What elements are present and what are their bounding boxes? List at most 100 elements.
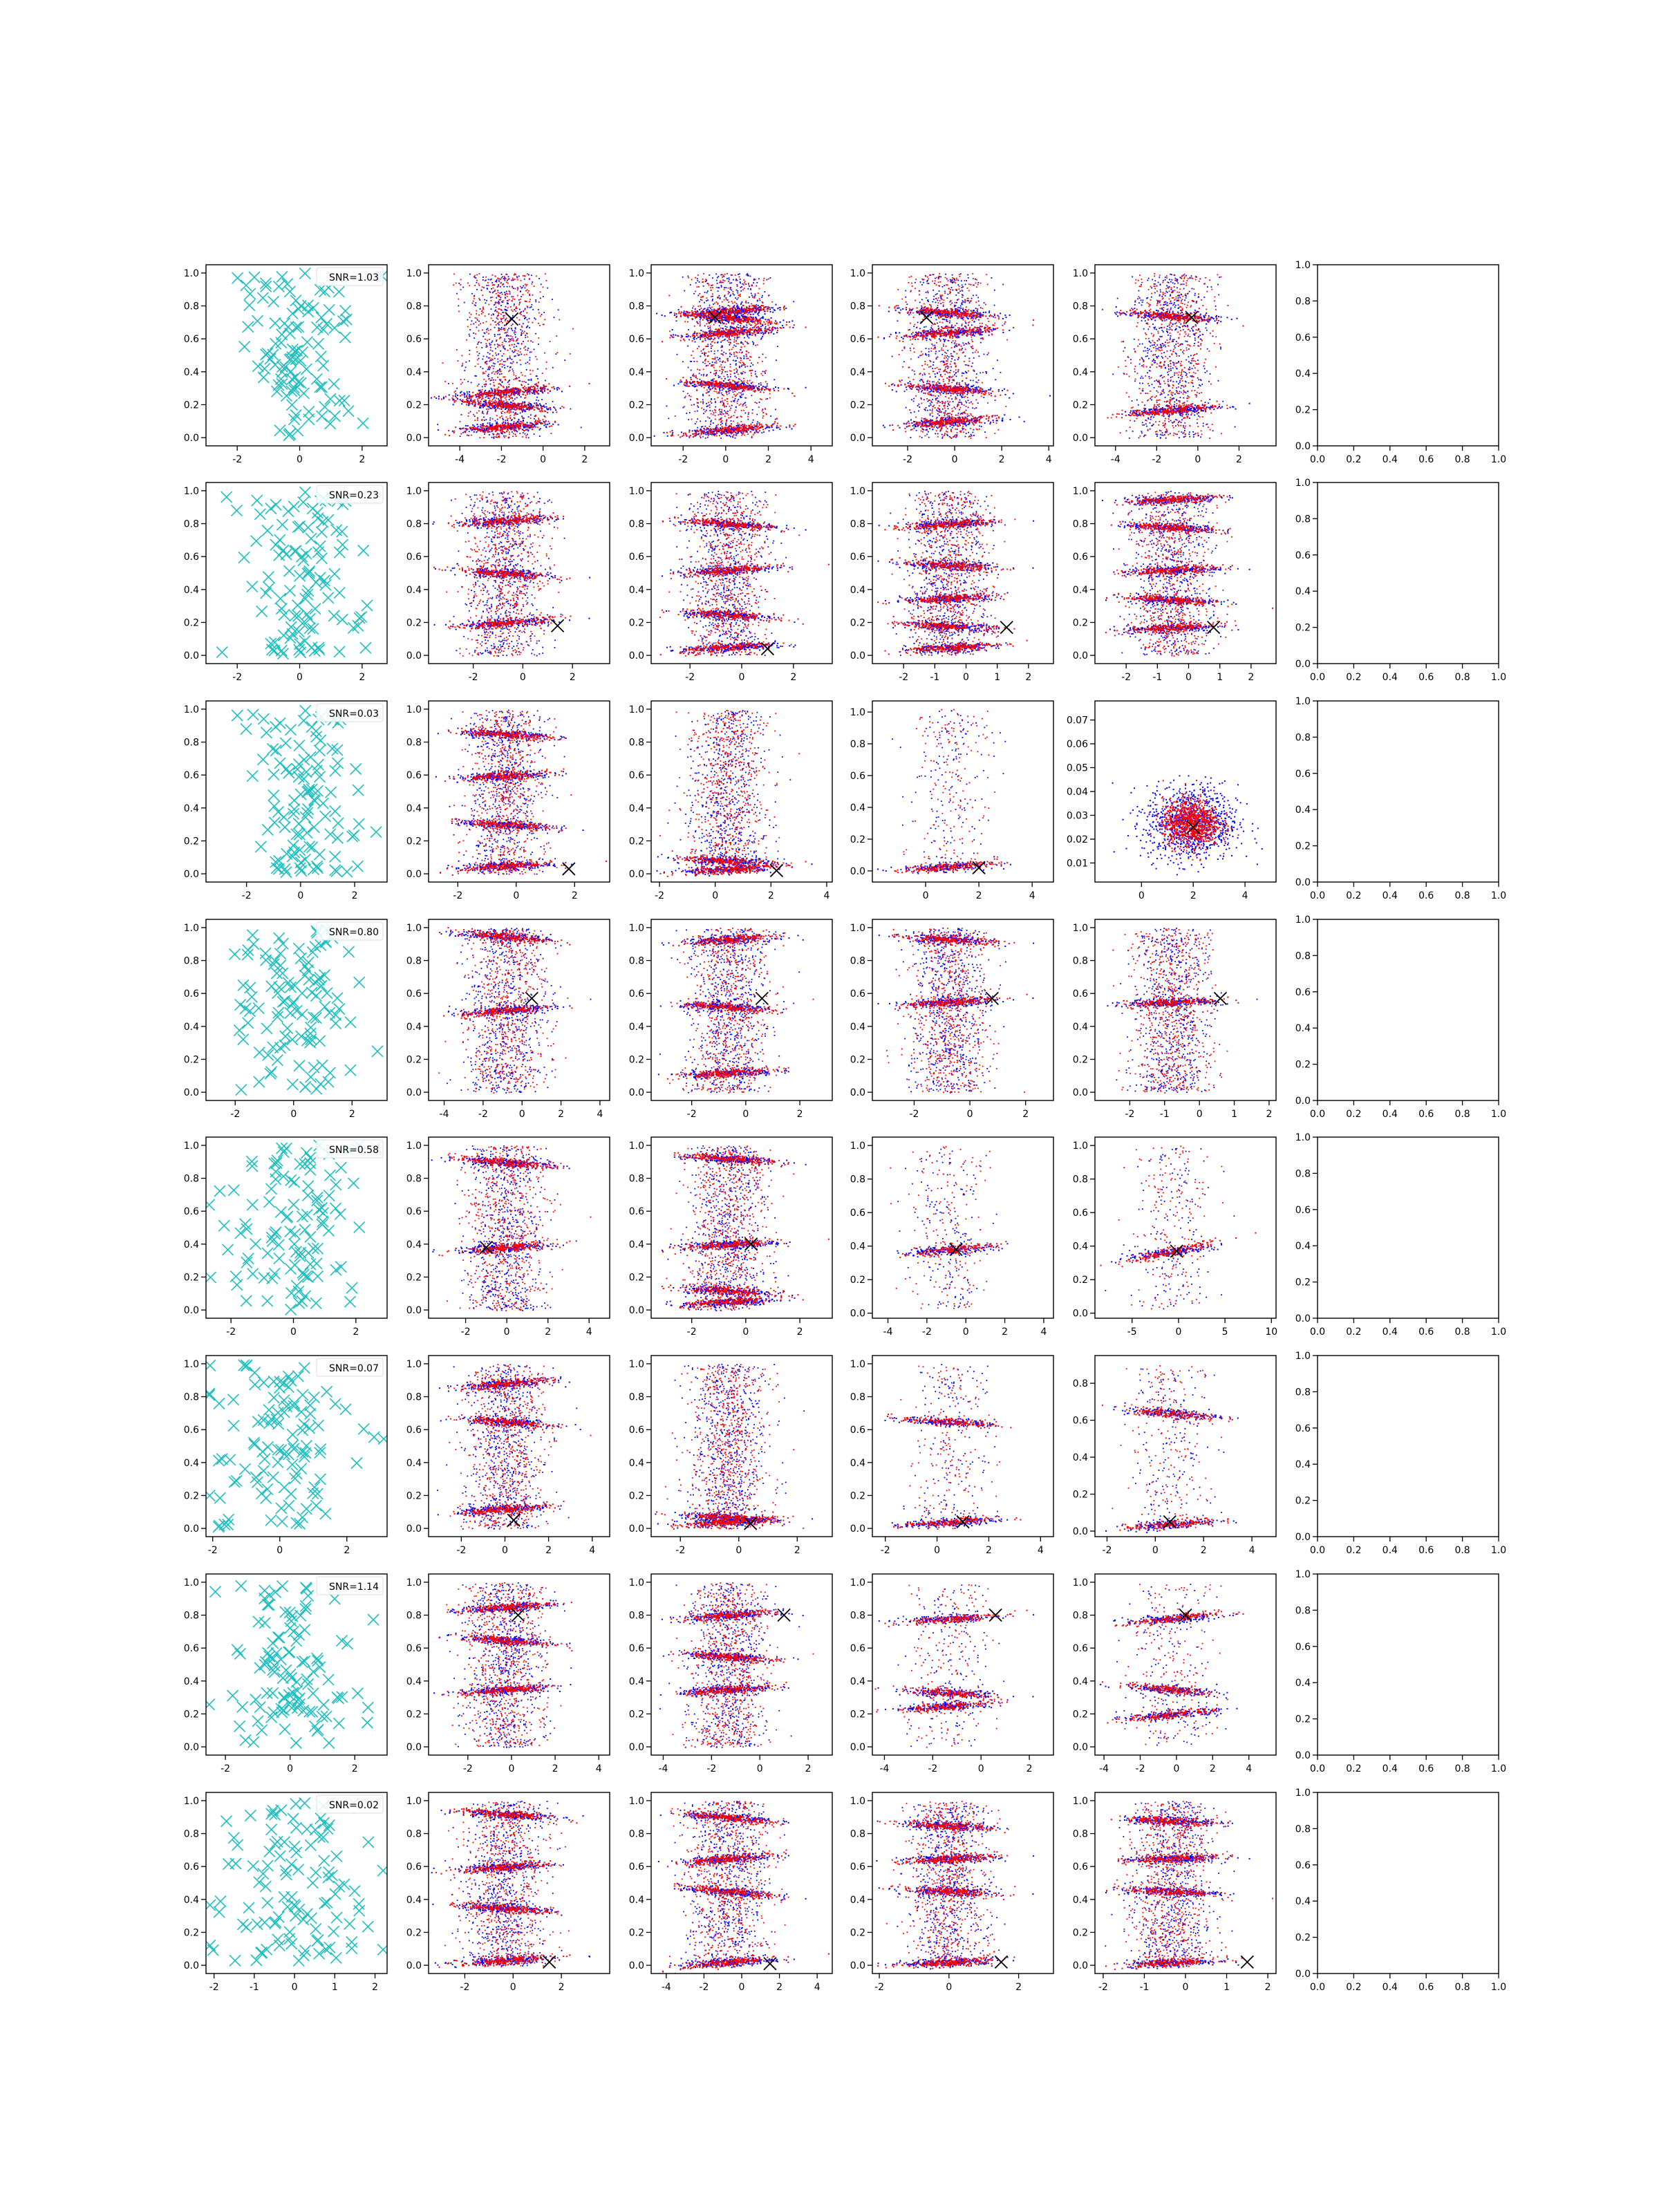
blue-band-point <box>435 397 437 399</box>
blue-point <box>502 276 503 278</box>
red-band-point <box>528 388 529 389</box>
red-point <box>512 299 514 300</box>
blue-band-point <box>769 430 770 431</box>
red-point <box>528 321 529 323</box>
red-point <box>511 328 512 329</box>
red-band-point <box>540 386 541 388</box>
blue-point <box>469 431 470 432</box>
red-band-point <box>522 406 523 408</box>
red-point <box>729 410 731 411</box>
data-cross-mark <box>328 379 339 390</box>
red-point <box>722 340 723 341</box>
red-point <box>508 341 509 343</box>
blue-point <box>496 436 497 438</box>
blue-band-point <box>443 397 444 398</box>
red-band-point <box>466 399 467 400</box>
red-band-point <box>529 424 530 426</box>
data-cross-mark <box>270 318 281 329</box>
red-point <box>515 274 516 275</box>
panel-r1-c3: -2 0 2 40.00.20.40.60.81.0 <box>629 265 832 465</box>
red-point <box>504 315 505 317</box>
red-point <box>709 406 711 408</box>
blue-band-point <box>530 389 532 391</box>
blue-band-point <box>672 329 673 330</box>
red-band-point <box>526 425 527 427</box>
data-cross-mark <box>315 284 326 295</box>
red-point <box>526 301 527 302</box>
red-point <box>456 349 458 350</box>
data-cross-mark <box>303 306 314 317</box>
data-cross-mark <box>291 354 302 365</box>
red-band-point <box>536 391 538 392</box>
blue-point <box>742 327 744 328</box>
red-band-point <box>756 429 757 430</box>
red-band-point <box>518 427 520 429</box>
blue-point <box>485 303 487 304</box>
red-point <box>763 278 765 279</box>
blue-point <box>509 358 511 359</box>
red-band-point <box>728 428 729 429</box>
red-point <box>507 283 509 284</box>
red-point <box>669 330 671 332</box>
blue-band-point <box>549 423 550 424</box>
data-cross-mark <box>339 332 350 343</box>
blue-point <box>475 277 476 279</box>
red-point <box>487 413 488 415</box>
red-band-point <box>731 431 733 433</box>
red-band-point <box>482 406 484 407</box>
red-band-point <box>529 425 531 427</box>
red-point <box>523 310 524 312</box>
red-band-point <box>497 433 498 435</box>
red-band-point <box>497 423 498 424</box>
blue-point <box>767 383 768 384</box>
red-point <box>743 363 744 364</box>
red-point <box>511 338 512 339</box>
red-band-point <box>515 422 516 424</box>
blue-point <box>756 304 757 306</box>
red-point <box>499 364 500 365</box>
blue-point <box>730 408 731 409</box>
red-band-point <box>505 389 507 391</box>
blue-point <box>541 283 542 285</box>
red-point <box>514 349 516 350</box>
blue-point <box>727 374 728 375</box>
blue-point <box>709 418 710 419</box>
blue-point <box>494 344 496 346</box>
red-point <box>476 280 478 281</box>
blue-band-point <box>678 309 679 310</box>
red-point <box>507 293 508 294</box>
red-point <box>523 430 525 431</box>
blue-point <box>494 358 496 359</box>
red-band-point <box>487 429 489 430</box>
red-point <box>744 346 745 347</box>
red-band-point <box>469 402 470 404</box>
blue-point <box>707 437 709 438</box>
blue-point <box>712 300 713 301</box>
blue-point <box>736 290 738 291</box>
blue-point <box>509 370 511 371</box>
blue-band-point <box>477 424 478 425</box>
red-band-point <box>529 386 531 388</box>
red-point <box>727 419 728 420</box>
blue-point <box>722 389 723 391</box>
red-point <box>504 325 505 326</box>
red-point <box>453 284 454 285</box>
red-band-point <box>722 426 723 427</box>
blue-point <box>478 384 480 385</box>
red-band-point <box>515 387 516 388</box>
red-point <box>757 344 758 346</box>
blue-band-point <box>742 310 744 311</box>
blue-band-point <box>469 394 470 395</box>
blue-point <box>512 431 513 433</box>
blue-point <box>500 305 502 306</box>
blue-point <box>697 295 699 297</box>
blue-point <box>711 399 712 400</box>
red-band-point <box>520 424 521 426</box>
blue-point <box>722 279 724 281</box>
blue-band-point <box>545 406 547 408</box>
red-band-point <box>495 409 496 410</box>
red-band-point <box>505 402 507 404</box>
red-point <box>540 316 541 317</box>
red-band-point <box>510 429 512 430</box>
red-point <box>515 350 516 351</box>
